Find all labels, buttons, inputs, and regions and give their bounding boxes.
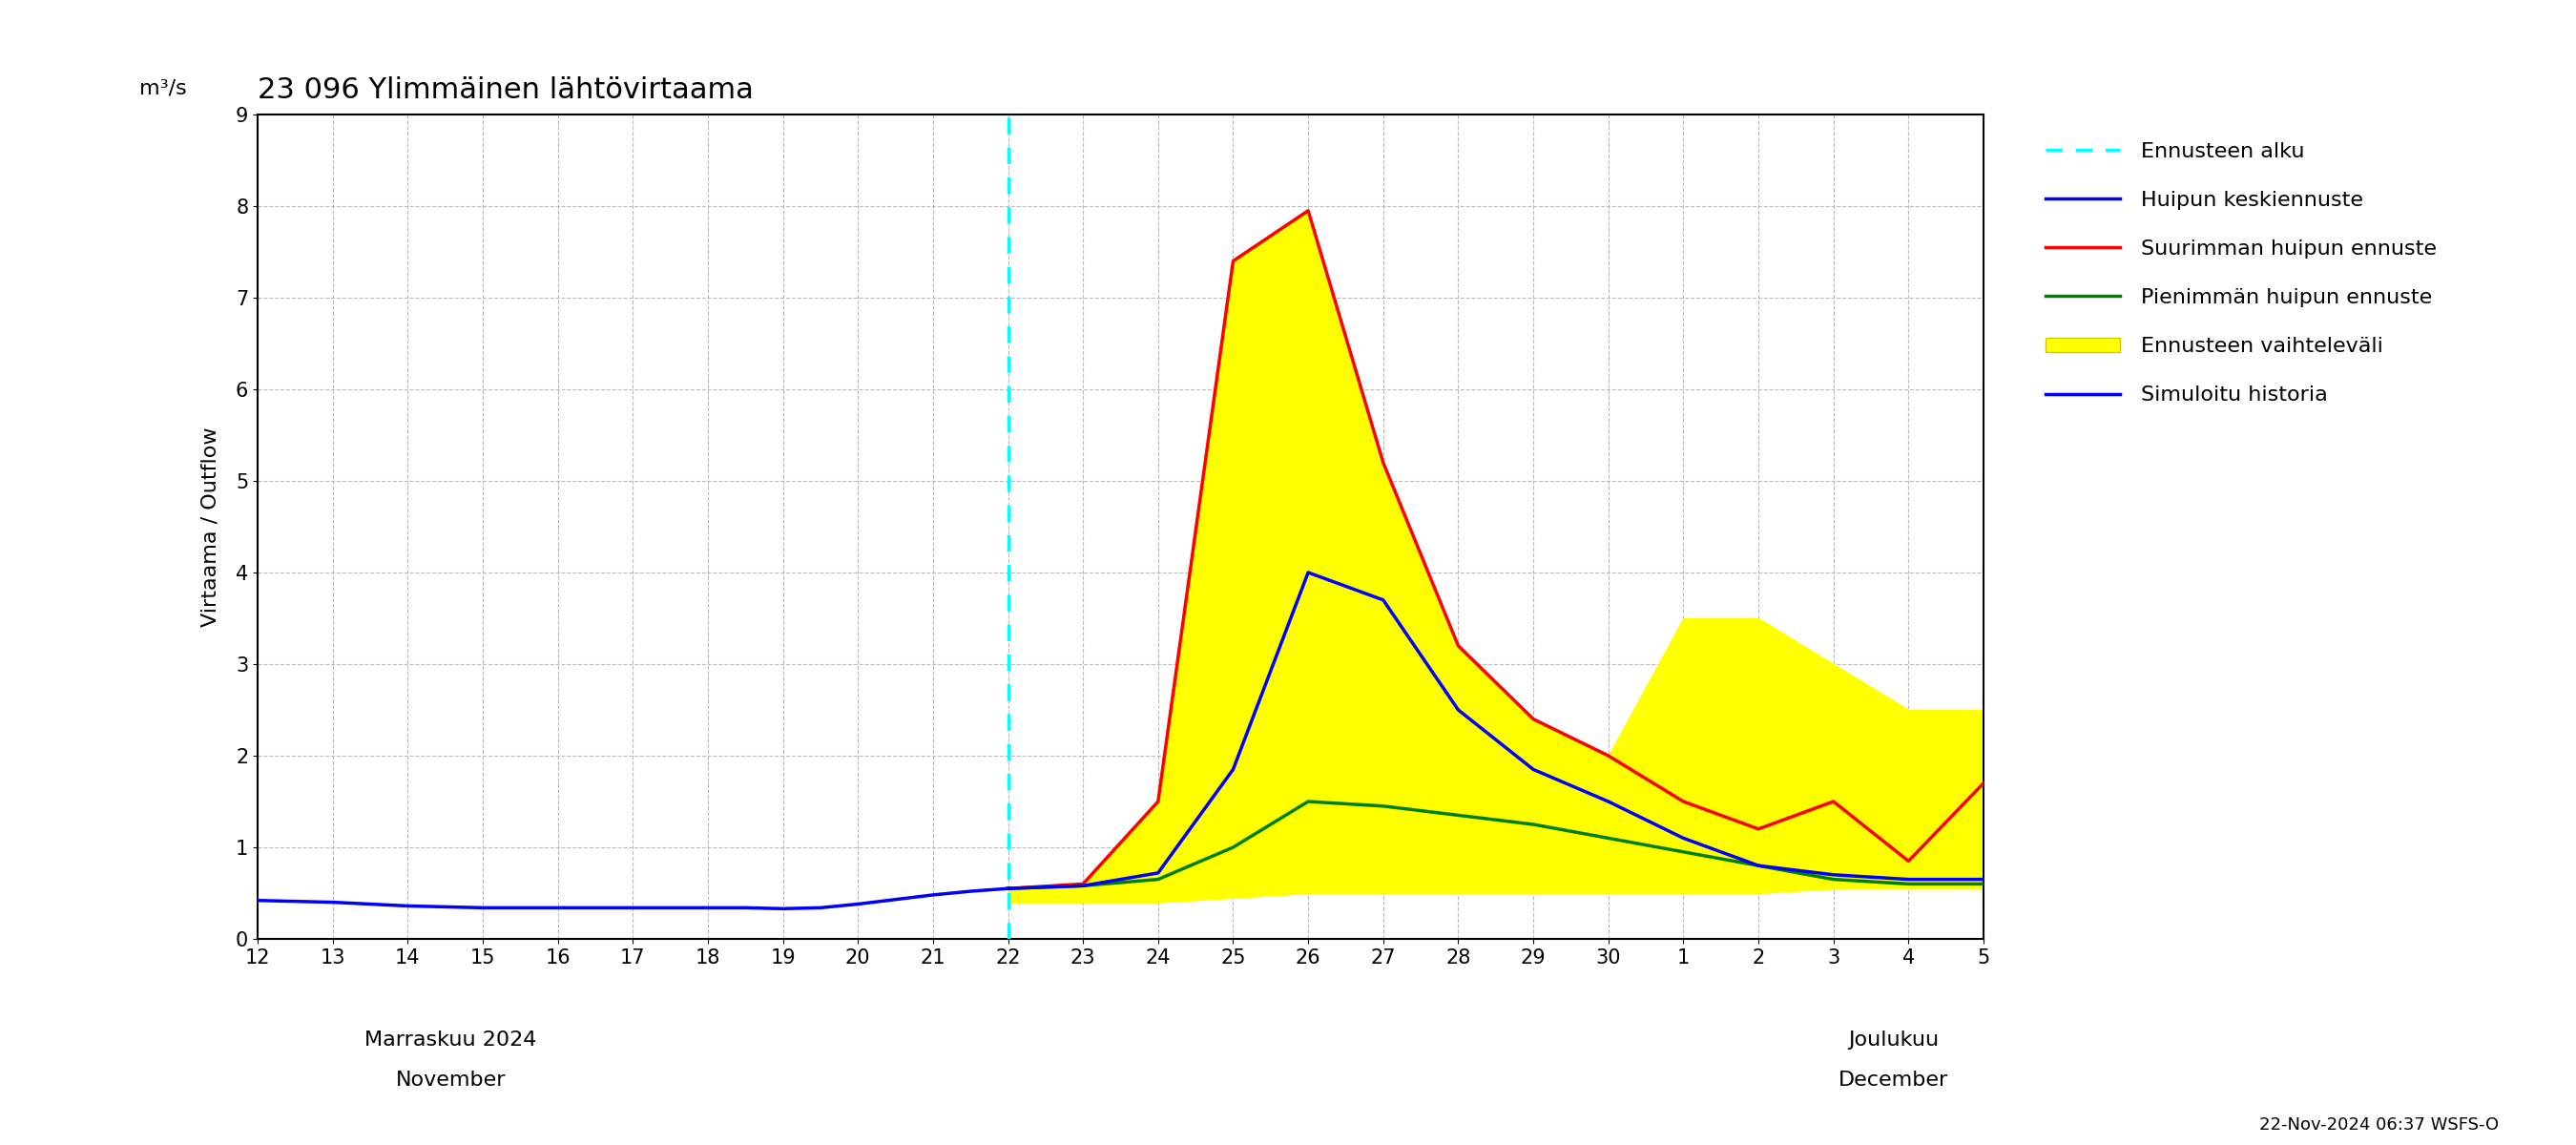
Text: Joulukuu: Joulukuu	[1847, 1030, 1940, 1050]
Text: November: November	[397, 1071, 505, 1090]
Text: Marraskuu 2024: Marraskuu 2024	[366, 1030, 536, 1050]
Legend: Ennusteen alku, Huipun keskiennuste, Suurimman huipun ennuste, Pienimmän huipun : Ennusteen alku, Huipun keskiennuste, Suu…	[2030, 125, 2455, 423]
Text: 22-Nov-2024 06:37 WSFS-O: 22-Nov-2024 06:37 WSFS-O	[2259, 1116, 2499, 1134]
Text: December: December	[1839, 1071, 1947, 1090]
Y-axis label: Virtaama / Outflow: Virtaama / Outflow	[201, 427, 219, 626]
Text: m³/s: m³/s	[139, 79, 185, 98]
Text: 23 096 Ylimmäinen lähtövirtaama: 23 096 Ylimmäinen lähtövirtaama	[258, 77, 755, 104]
